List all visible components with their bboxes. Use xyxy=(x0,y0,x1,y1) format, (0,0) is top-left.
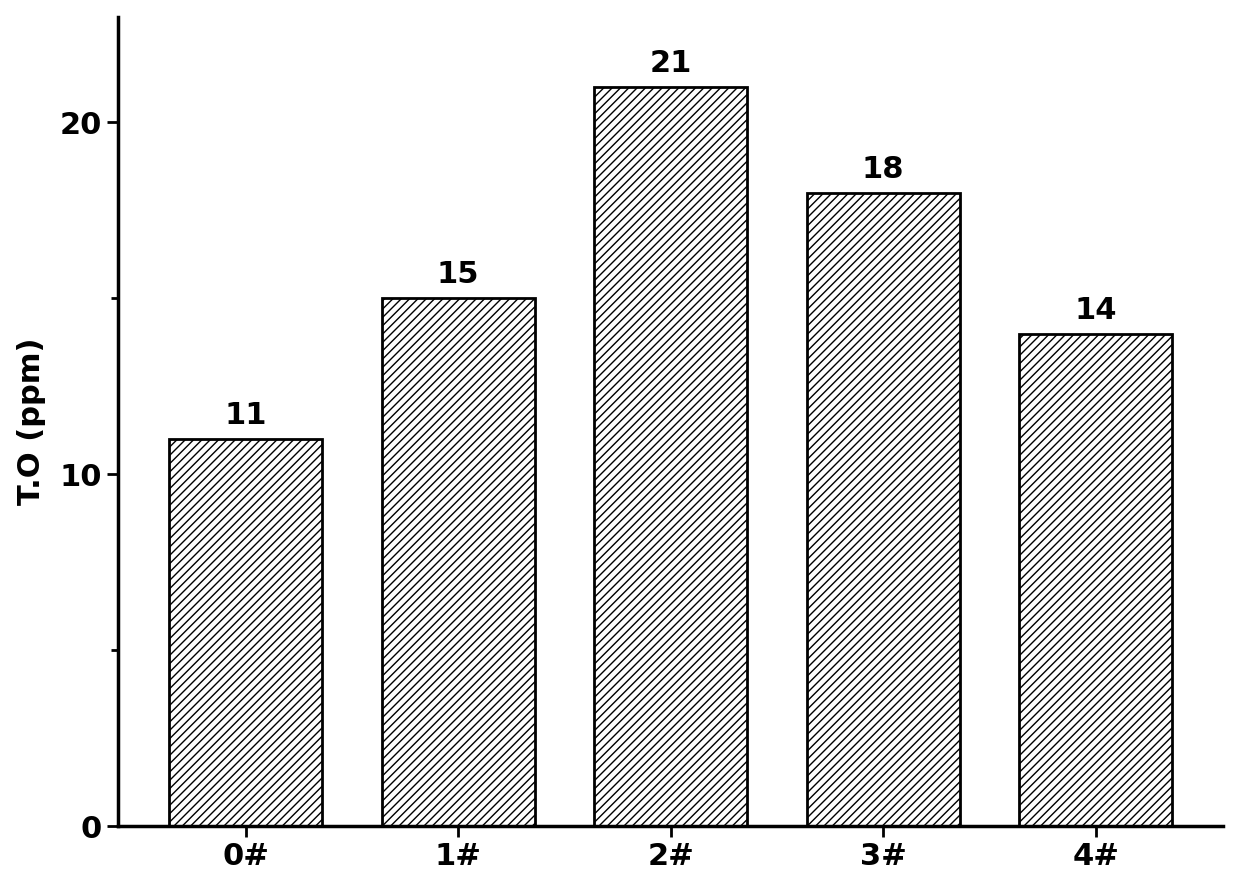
Bar xyxy=(594,87,748,827)
Bar xyxy=(169,439,322,827)
Bar xyxy=(1019,334,1172,827)
Y-axis label: T.O (ppm): T.O (ppm) xyxy=(16,337,46,505)
Bar xyxy=(807,193,960,827)
Text: 21: 21 xyxy=(650,49,692,78)
Text: 18: 18 xyxy=(862,155,904,184)
Text: 15: 15 xyxy=(436,260,480,289)
Bar xyxy=(382,298,534,827)
Text: 11: 11 xyxy=(224,401,267,431)
Text: 14: 14 xyxy=(1075,296,1117,325)
